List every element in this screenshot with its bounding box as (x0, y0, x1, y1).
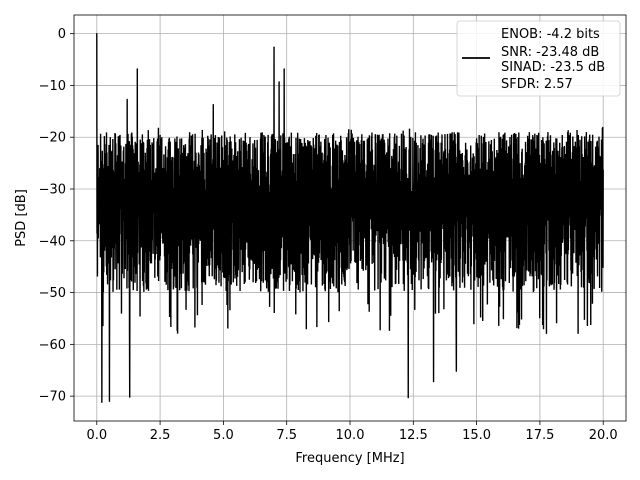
y-tick-label: −60 (39, 338, 66, 353)
y-tick-label: −70 (39, 390, 66, 405)
x-tick-label: 5.0 (213, 428, 234, 443)
psd-peak-point (455, 370, 457, 372)
psd-peak-point (96, 33, 98, 35)
y-tick-label: −50 (39, 286, 66, 301)
psd-peak-point (126, 98, 128, 101)
legend-enob: ENOB: -4.2 bits (501, 27, 600, 42)
y-tick-label: 0 (58, 27, 66, 42)
series-psd (96, 33, 604, 403)
psd-peak-point (101, 401, 103, 403)
psd-peak-point (283, 68, 285, 70)
psd-peak-point (432, 381, 435, 383)
psd-peak-point (407, 397, 409, 399)
psd-peak-point (136, 68, 138, 70)
x-tick-label: 17.5 (525, 428, 554, 443)
x-tick-label: 10.0 (336, 428, 365, 443)
x-tick-label: 0.0 (86, 428, 107, 443)
x-tick-label: 2.5 (150, 428, 171, 443)
psd-peak-point (212, 103, 214, 106)
psd-peak-point (108, 400, 111, 402)
x-axis-label: Frequency [MHz] (295, 451, 404, 466)
psd-peak-point (278, 81, 280, 83)
y-tick-label: −20 (39, 131, 66, 146)
legend-snr: SNR: -23.48 dB (501, 45, 599, 60)
legend-box (456, 20, 621, 97)
y-tick-label: −40 (39, 234, 66, 249)
x-tick-label: 12.5 (399, 428, 428, 443)
y-axis-label: PSD [dB] (14, 189, 29, 247)
legend-sinad: SINAD: -23.5 dB (501, 60, 605, 75)
psd-peak-point (129, 396, 131, 398)
x-tick-label: 15.0 (462, 428, 491, 443)
axis-ticks: 0.0 2.5 5.0 7.5 10.0 12.5 15.0 17.5 20.0 0 −10 −20 −… (39, 27, 618, 443)
x-tick-label: 20.0 (589, 428, 618, 443)
legend: ENOB: -4.2 bits SNR: -23.48 dB SINAD: -2… (456, 20, 621, 97)
y-tick-label: −10 (39, 79, 66, 94)
y-tick-label: −30 (39, 183, 66, 198)
psd-line (96, 33, 604, 403)
psd-peak-point (273, 46, 275, 48)
x-tick-label: 7.5 (276, 428, 297, 443)
legend-sfdr: SFDR: 2.57 (501, 77, 573, 92)
